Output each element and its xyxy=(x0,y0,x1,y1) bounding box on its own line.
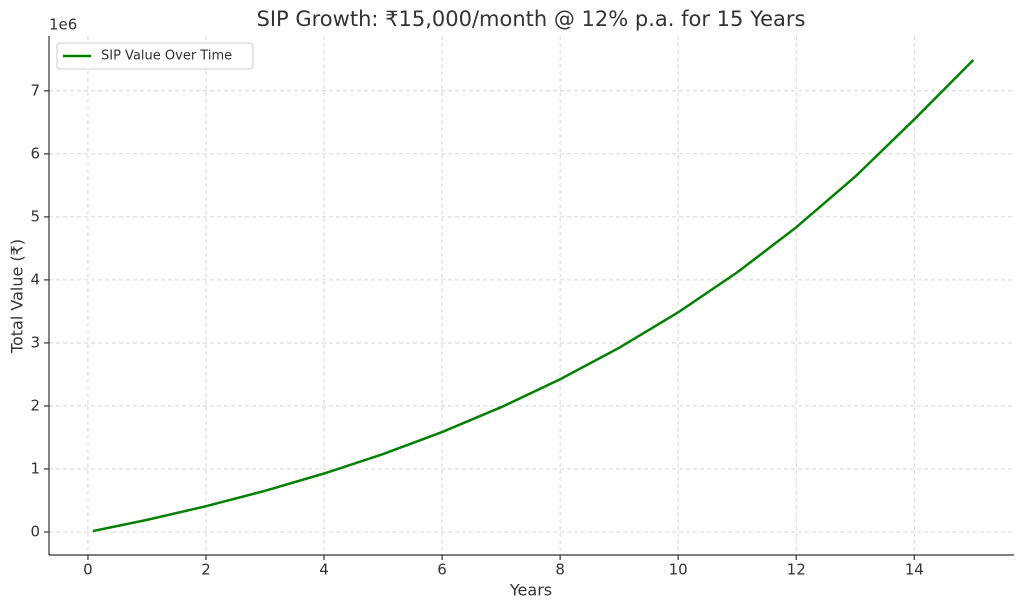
y-axis-label: Total Value (₹) xyxy=(8,239,27,354)
y-tick-label: 4 xyxy=(30,270,40,288)
x-tick-label: 10 xyxy=(669,561,688,579)
x-tick-label: 14 xyxy=(905,561,924,579)
x-tick-label: 2 xyxy=(201,561,211,579)
y-tick-label: 6 xyxy=(30,144,40,162)
y-tick-label: 1 xyxy=(30,459,40,477)
chart-title: SIP Growth: ₹15,000/month @ 12% p.a. for… xyxy=(257,7,806,31)
y-tick-label: 5 xyxy=(30,207,40,225)
y-tick-label: 0 xyxy=(30,522,40,540)
y-tick-label: 3 xyxy=(30,333,40,351)
x-tick-label: 12 xyxy=(787,561,806,579)
x-tick-label: 8 xyxy=(555,561,565,579)
x-tick-label: 6 xyxy=(437,561,447,579)
y-tick-label: 7 xyxy=(30,81,40,99)
data-line xyxy=(92,59,975,533)
x-axis-label: Years xyxy=(509,581,552,600)
legend-box xyxy=(56,42,254,70)
x-tick-label: 4 xyxy=(319,561,329,579)
x-tick-label: 0 xyxy=(83,561,93,579)
axis-offset: 1e6 xyxy=(49,16,77,34)
legend-label: SIP Value Over Time xyxy=(101,49,232,64)
y-tick-label: 2 xyxy=(30,396,40,414)
